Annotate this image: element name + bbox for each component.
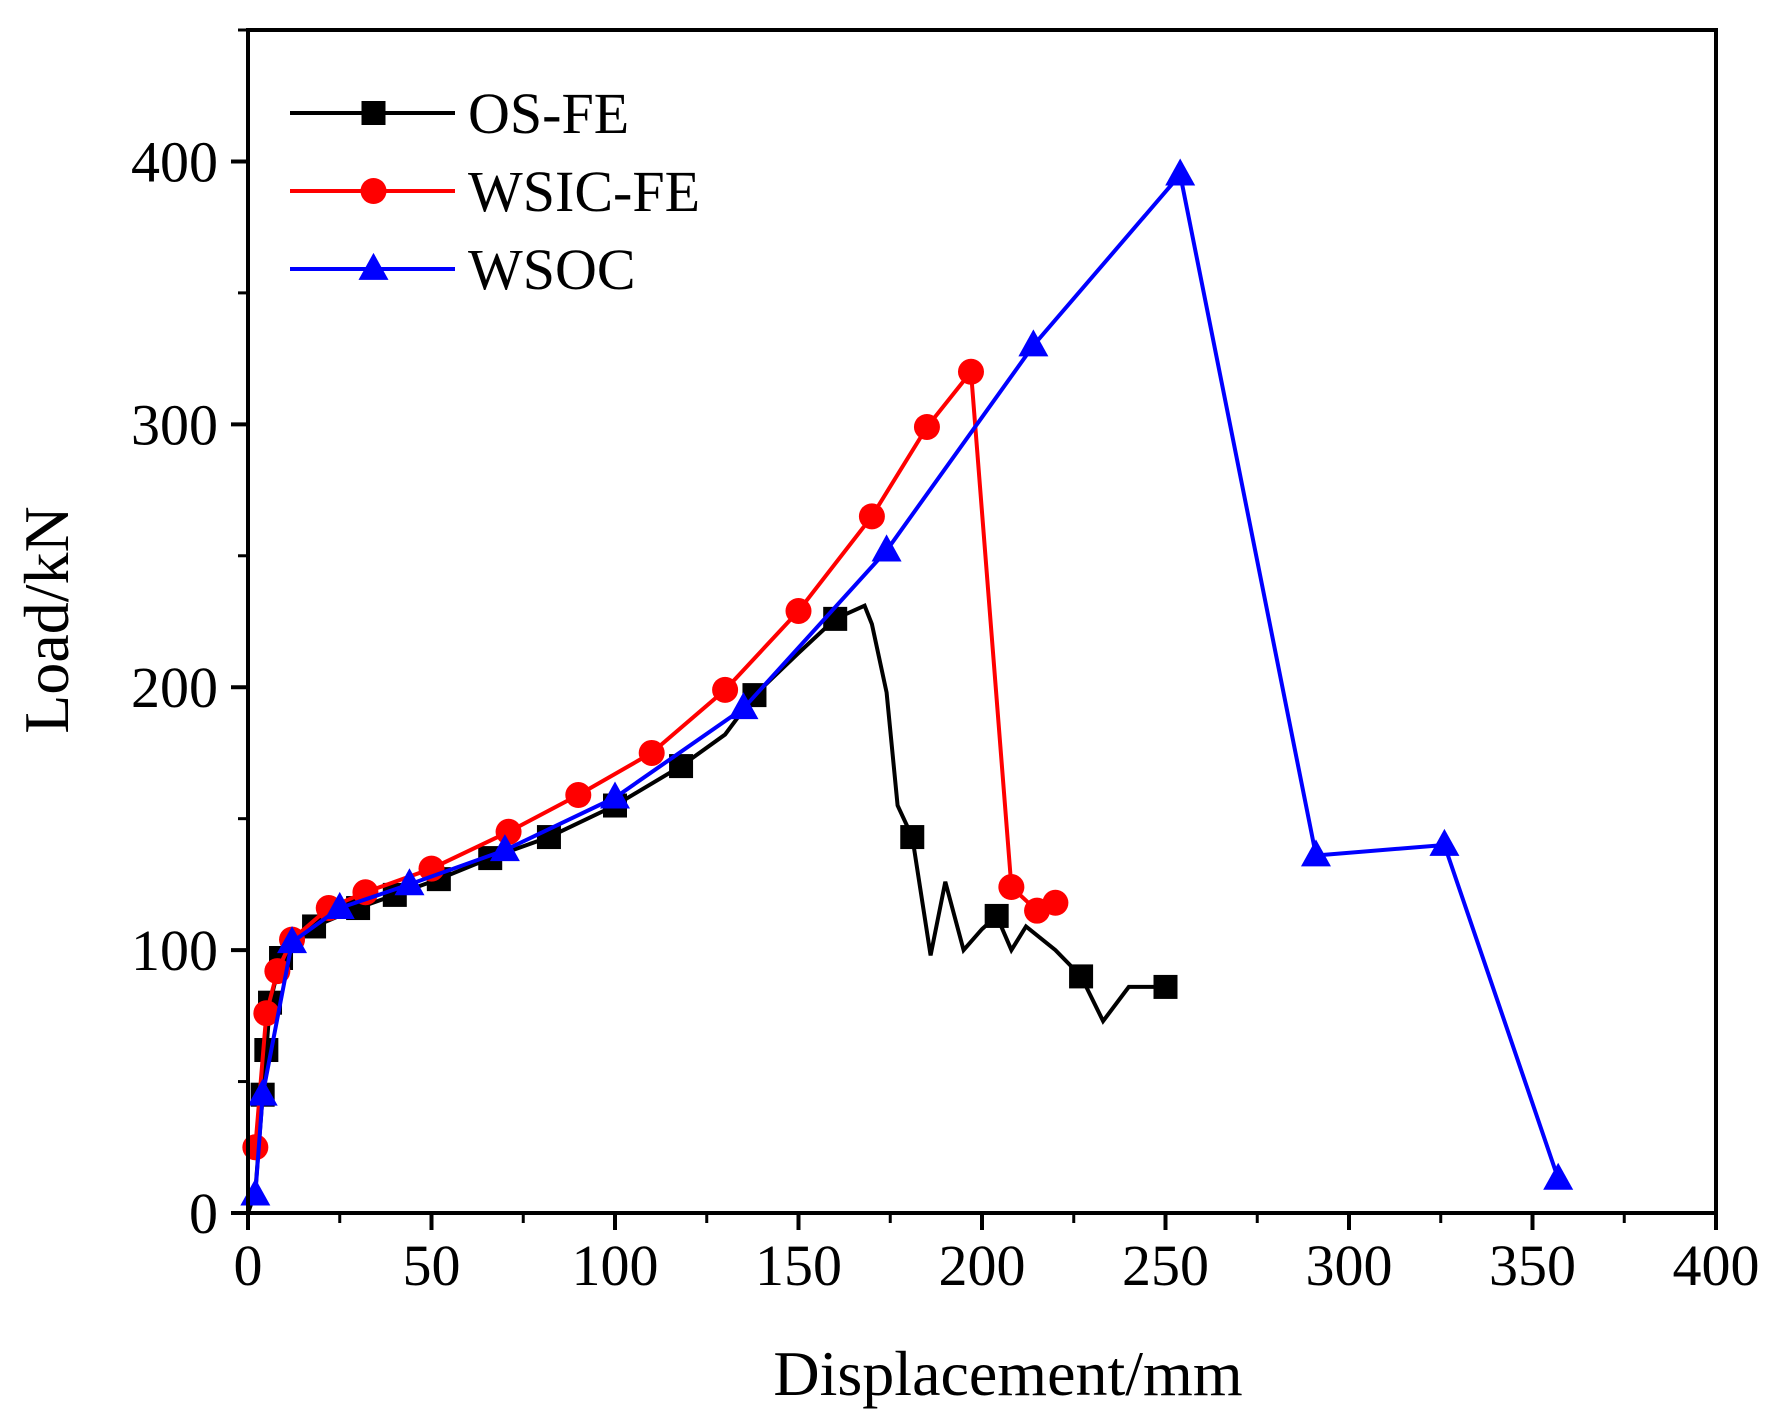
series-line-wsoc [253,170,1561,1195]
data-point-wsoc [394,868,425,896]
y-tick-label: 200 [131,655,218,720]
data-point-wsic-fe [998,874,1025,901]
series-wsoc [240,158,1574,1206]
data-point-wsoc [1429,828,1460,856]
data-point-os-fe [1153,974,1178,999]
data-point-wsic-fe [253,1000,280,1027]
data-point-wsoc [324,891,355,919]
data-point-wsoc [871,534,902,562]
data-point-wsoc [277,926,308,954]
data-point-wsic-fe [913,413,940,440]
axes-layer: 0 50 100 150 200 250 300 350 400 0 100 200 300 400 [131,28,1760,1298]
legend-label-os-fe: OS-FE [468,81,629,146]
data-point-wsic-fe [638,739,665,766]
data-point-wsic-fe [495,818,522,845]
x-tick-label: 100 [572,1233,659,1298]
x-tick-label: 0 [234,1233,263,1298]
data-point-os-fe [984,903,1009,928]
y-tick-label: 0 [189,1181,218,1246]
y-tick-label: 300 [131,392,218,457]
data-point-wsic-fe [957,358,984,385]
data-point-os-fe [900,825,925,850]
data-point-wsoc [728,692,759,720]
data-point-os-fe [1069,964,1094,989]
data-point-wsic-fe [785,597,812,624]
x-tick-label: 350 [1489,1233,1576,1298]
legend-label-wsic-fe: WSIC-FE [468,159,700,224]
data-point-wsic-fe [1042,889,1069,916]
y-tick-label: 400 [131,129,218,194]
legend-item-wsoc: WSOC [290,237,636,302]
legend-label-wsoc: WSOC [468,237,636,302]
data-point-wsoc [1018,329,1049,357]
x-tick-label: 250 [1122,1233,1209,1298]
x-tick-label: 400 [1673,1233,1760,1298]
legend-marker-os-fe [361,101,386,125]
data-point-wsic-fe [858,503,885,530]
data-point-wsoc [1300,839,1331,867]
x-tick-label: 50 [403,1233,461,1298]
data-point-wsic-fe [565,782,592,809]
data-point-wsoc [600,781,630,809]
data-point-wsoc [1165,158,1196,186]
legend: OS-FE WSIC-FE WSOC [290,81,700,302]
legend-marker-wsic-fe [360,178,387,204]
data-point-wsoc [489,834,520,862]
x-tick-label: 150 [755,1233,842,1298]
legend-item-wsic-fe: WSIC-FE [290,159,700,224]
x-tick-label: 200 [939,1233,1026,1298]
data-point-wsoc [1543,1162,1574,1190]
x-tick-label: 300 [1306,1233,1393,1298]
data-point-wsic-fe [712,676,739,703]
legend-marker-wsoc [358,252,389,280]
y-axis-title: Load/kN [11,506,82,734]
y-tick-label: 100 [131,918,218,983]
data-point-wsoc [247,1078,278,1106]
legend-item-os-fe: OS-FE [290,81,629,146]
x-axis-title: Displacement/mm [773,1338,1242,1409]
